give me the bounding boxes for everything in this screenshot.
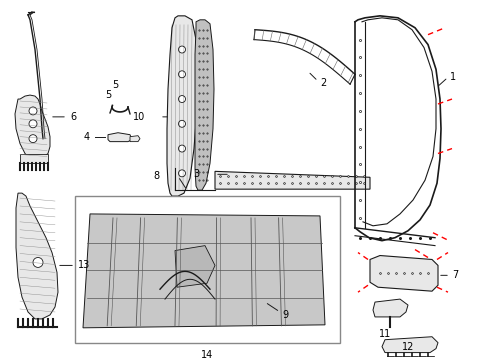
Polygon shape (108, 133, 132, 141)
Polygon shape (20, 153, 48, 163)
Text: 10: 10 (132, 112, 145, 122)
Text: 14: 14 (201, 350, 213, 360)
Circle shape (33, 257, 43, 267)
Polygon shape (175, 246, 215, 287)
Text: 3: 3 (193, 169, 199, 179)
Circle shape (29, 135, 37, 143)
Text: 1: 1 (449, 72, 455, 82)
Circle shape (178, 170, 185, 177)
Circle shape (29, 120, 37, 128)
Polygon shape (16, 193, 58, 319)
Text: 2: 2 (319, 78, 325, 88)
Circle shape (178, 71, 185, 78)
Circle shape (178, 95, 185, 103)
Text: 4: 4 (84, 132, 90, 142)
Circle shape (29, 107, 37, 115)
Bar (75, 196, 339, 343)
Polygon shape (381, 337, 437, 352)
Polygon shape (215, 171, 369, 189)
Text: 9: 9 (282, 310, 287, 320)
Circle shape (178, 120, 185, 127)
Text: 6: 6 (70, 112, 76, 122)
Text: 7: 7 (451, 270, 457, 280)
Polygon shape (372, 299, 407, 317)
Polygon shape (15, 95, 50, 161)
Text: 5: 5 (112, 80, 118, 90)
Polygon shape (195, 20, 214, 190)
Text: 8: 8 (153, 171, 159, 181)
Polygon shape (130, 136, 140, 141)
Polygon shape (83, 214, 325, 328)
Text: 5: 5 (104, 90, 111, 100)
Polygon shape (369, 256, 437, 291)
Text: 11: 11 (378, 329, 390, 339)
Circle shape (178, 46, 185, 53)
Text: 13: 13 (78, 260, 90, 270)
Polygon shape (167, 16, 198, 196)
Text: 12: 12 (401, 342, 413, 352)
Circle shape (178, 145, 185, 152)
